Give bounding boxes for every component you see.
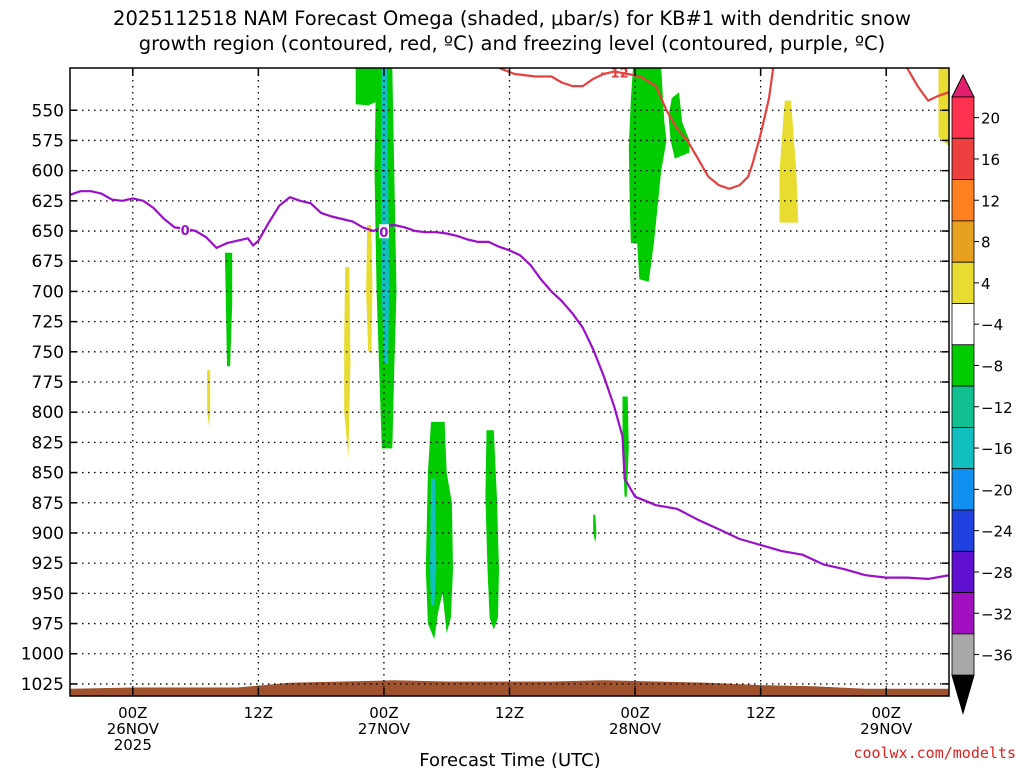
omega-shading-layer	[207, 68, 949, 640]
x-axis-label: Forecast Time (UTC)	[419, 750, 600, 768]
freezing-label-bg-0	[180, 221, 191, 236]
colorbar-label-1: 16	[981, 151, 1000, 169]
x-tick-label-72-1: 29NOV	[860, 720, 913, 738]
y-tick-label-675: 675	[32, 252, 64, 272]
y-tick-label-850: 850	[32, 464, 64, 484]
x-tick-label-0-0: 00Z	[118, 704, 147, 722]
freezing-contour-label-1: 0	[379, 226, 388, 241]
site-credit: coolwx.com/modelts	[853, 744, 1016, 762]
y-tick-label-700: 700	[32, 282, 64, 302]
omega-region-14	[779, 100, 799, 223]
omega-region-2	[380, 68, 390, 364]
omega-region-9	[485, 430, 499, 630]
dgz-contour-label: −12	[600, 67, 629, 82]
dgz-contour-line-1	[906, 68, 949, 102]
colorbar-top-triangle	[951, 73, 975, 98]
x-tick-label-36-0: 12Z	[495, 704, 524, 722]
y-tick-label-1025: 1025	[21, 675, 64, 695]
omega-region-3	[366, 225, 373, 352]
x-tick-label-0-2: 2025	[114, 736, 152, 754]
omega-region-11	[593, 514, 597, 543]
colorbar-swatch-4	[951, 261, 975, 304]
y-tick-label-900: 900	[32, 524, 64, 544]
y-tick-label-925: 925	[32, 554, 64, 574]
omega-region-8	[430, 478, 437, 606]
x-tick-label-24-0: 00Z	[369, 704, 398, 722]
y-tick-label-775: 775	[32, 373, 64, 393]
colorbar: 20 16 12 8 4 −4 −8 −12 −16 −20 −24 −28 −32 −36	[951, 73, 1013, 715]
colorbar-swatch-8	[951, 426, 975, 470]
y-tick-label-875: 875	[32, 494, 64, 514]
x-tick-label-0-1: 26NOV	[107, 720, 160, 738]
colorbar-swatch-2	[951, 179, 975, 222]
colorbar-swatch-3	[951, 220, 975, 263]
colorbar-label-2: 12	[981, 192, 1000, 210]
plot-background	[70, 68, 949, 696]
y-tick-label-1000: 1000	[21, 645, 64, 665]
y-tick-label-625: 625	[32, 192, 64, 212]
y-tick-label-750: 750	[32, 343, 64, 363]
colorbar-label-3: 8	[981, 234, 991, 252]
colorbar-swatch-11	[951, 550, 975, 593]
y-tick-label-825: 825	[32, 433, 64, 453]
y-tick-label-950: 950	[32, 584, 64, 604]
colorbar-swatch-13	[951, 633, 975, 676]
colorbar-label-12: −32	[981, 605, 1013, 623]
colorbar-swatch-12	[951, 592, 975, 635]
y-tick-label-650: 650	[32, 222, 64, 242]
y-axis: 550 575 600 625 650 675 700 725 750 775 800 825 850 8…	[21, 101, 949, 695]
y-tick-label-975: 975	[32, 615, 64, 635]
freezing-label-bg-1	[378, 224, 389, 239]
x-tick-label-12-0: 12Z	[244, 704, 273, 722]
colorbar-bottom-triangle	[951, 674, 975, 715]
omega-region-5	[224, 252, 233, 367]
grid-layer	[70, 68, 949, 696]
x-tick-label-72-0: 00Z	[872, 704, 901, 722]
colorbar-swatch-7	[951, 385, 975, 428]
colorbar-swatch-9	[951, 468, 975, 511]
x-tick-label-48-0: 00Z	[620, 704, 649, 722]
x-tick-label-60-0: 12Z	[746, 704, 775, 722]
x-tick-label-24-1: 27NOV	[358, 720, 411, 738]
contour-layer: −12 0 0	[70, 67, 949, 581]
colorbar-label-9: −20	[981, 481, 1013, 499]
omega-region-13	[668, 92, 690, 159]
colorbar-label-10: −24	[981, 523, 1013, 541]
colorbar-swatch-5	[951, 303, 975, 346]
freezing-level-contour	[70, 190, 949, 581]
freezing-contour-label-0: 0	[181, 224, 190, 239]
y-tick-label-725: 725	[32, 313, 64, 333]
colorbar-label-0: 20	[981, 110, 1000, 128]
colorbar-label-13: −36	[981, 647, 1013, 665]
colorbar-label-6: −8	[981, 357, 1003, 375]
chart-title-line-2: growth region (contoured, red, ºC) and f…	[138, 32, 886, 55]
chart-title-line-1: 2025112518 NAM Forecast Omega (shaded, μ…	[113, 7, 911, 30]
colorbar-label-8: −16	[981, 440, 1013, 458]
y-tick-label-550: 550	[32, 101, 64, 121]
omega-region-12	[628, 68, 667, 282]
colorbar-label-5: −4	[981, 316, 1003, 334]
colorbar-label-4: 4	[981, 275, 991, 293]
colorbar-swatch-10	[951, 509, 975, 552]
colorbar-label-11: −28	[981, 564, 1013, 582]
omega-region-15	[938, 68, 949, 147]
chart-title: 2025112518 NAM Forecast Omega (shaded, μ…	[0, 6, 1024, 56]
dgz-contour-line-0	[498, 68, 775, 190]
plot-area	[70, 68, 949, 696]
x-tick-label-48-1: 28NOV	[609, 720, 662, 738]
omega-region-4	[344, 267, 351, 459]
colorbar-label-7: −12	[981, 399, 1013, 417]
y-tick-label-575: 575	[32, 131, 64, 151]
omega-region-0	[355, 68, 382, 106]
colorbar-swatch-6	[951, 344, 975, 387]
y-tick-label-800: 800	[32, 403, 64, 423]
colorbar-swatch-1	[951, 137, 975, 181]
colorbar-swatch-0	[951, 96, 975, 139]
y-tick-label-600: 600	[32, 162, 64, 182]
